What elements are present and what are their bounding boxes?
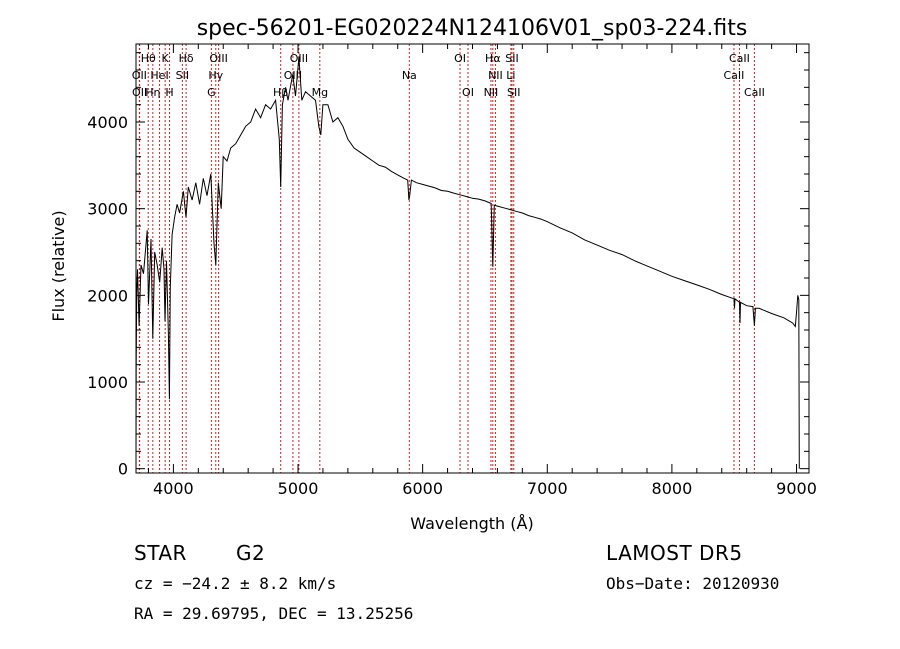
- plot-frame: [135, 43, 810, 474]
- y-tick-label: 1000: [87, 373, 128, 392]
- line-marker-label: Hδ: [179, 52, 194, 65]
- sky-coordinates: RA = 29.69795, DEC = 13.25256: [134, 604, 414, 623]
- line-marker-label: CaII: [724, 69, 745, 82]
- line-marker-label: SII: [176, 69, 189, 82]
- line-marker-label: OI: [454, 52, 466, 65]
- line-marker-label: G: [207, 86, 216, 99]
- observation-date: Obs−Date: 20120930: [606, 574, 780, 593]
- object-subclass: G2: [236, 541, 266, 565]
- line-marker-label: CaII: [744, 86, 765, 99]
- spectrum-chart: spec-56201-EG020224N124106V01_sp03-224.f…: [49, 16, 817, 533]
- line-marker-label: Mg: [312, 86, 328, 99]
- line-marker-label: Hγ: [208, 69, 223, 82]
- survey-name: LAMOST DR5: [606, 541, 743, 565]
- line-marker-label: Na: [402, 69, 417, 82]
- line-marker-label: NII: [484, 86, 499, 99]
- line-marker-label: Li: [506, 69, 515, 82]
- line-marker-label: SII: [505, 52, 518, 65]
- y-tick-label: 2000: [87, 286, 128, 305]
- line-marker-label: K: [162, 52, 170, 65]
- x-axis-label: Wavelength (Å): [410, 514, 533, 533]
- x-tick-label: 4000: [153, 479, 194, 498]
- x-tick-label: 6000: [402, 479, 443, 498]
- line-marker-label: HeI: [150, 69, 168, 82]
- line-marker-label: H: [165, 86, 173, 99]
- line-marker-label: SII: [507, 86, 520, 99]
- x-tick-label: 5000: [278, 479, 319, 498]
- x-tick-label: 9000: [776, 479, 817, 498]
- line-marker-label: OI: [462, 86, 474, 99]
- line-marker-label: Hα: [485, 52, 501, 65]
- spectrum-line: [135, 56, 800, 469]
- y-axis-label: Flux (relative): [49, 210, 68, 321]
- x-tick-label: 8000: [652, 479, 693, 498]
- line-marker-label: Hη: [145, 86, 160, 99]
- line-marker-label: OIII: [209, 52, 227, 65]
- y-tick-label: 0: [118, 460, 128, 479]
- line-marker-label: OII: [132, 69, 147, 82]
- object-class: STAR: [134, 541, 187, 565]
- line-marker-label: Hθ: [141, 52, 156, 65]
- y-tick-label: 3000: [87, 200, 128, 219]
- line-marker-group: [138, 44, 755, 473]
- x-tick-label: 7000: [527, 479, 568, 498]
- redshift-velocity: cz = −24.2 ± 8.2 km/s: [134, 574, 337, 593]
- y-tick-label: 4000: [87, 113, 128, 132]
- y-axis-ticks: 0 1000 2000 3000 4000: [87, 52, 809, 479]
- chart-title: spec-56201-EG020224N124106V01_sp03-224.f…: [197, 16, 748, 41]
- x-axis-ticks: 4000 5000 6000 7000 8000 9000: [147, 44, 817, 498]
- line-marker-label: CaII: [729, 52, 750, 65]
- line-marker-label: NII: [488, 69, 503, 82]
